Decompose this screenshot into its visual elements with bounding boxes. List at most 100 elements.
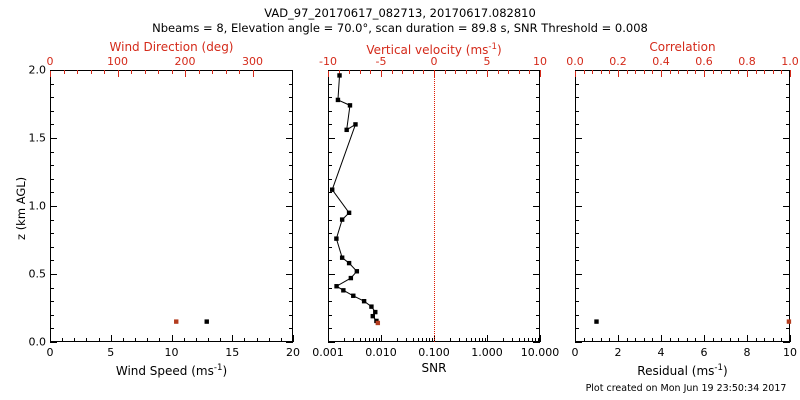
ytick-minor (328, 274, 332, 275)
plot-frame-3 (575, 70, 790, 342)
xtick-minor-top (661, 70, 662, 74)
xtick-label-bottom: 10.000 (520, 346, 560, 359)
xtick-minor-top (185, 70, 186, 74)
xtick-minor-top (349, 70, 351, 74)
ytick-label: 1.0 (28, 199, 47, 213)
xtick-minor-bottom (98, 338, 100, 342)
xtick-minor-top (712, 70, 714, 74)
ytick-minor (289, 314, 293, 316)
ytick-minor (50, 83, 54, 85)
ytick-minor (536, 219, 540, 221)
xtick-minor-top (721, 70, 723, 74)
xtick-minor-bottom (375, 338, 377, 342)
xtick-minor-top (171, 70, 173, 74)
xtick-label-top: 200 (174, 55, 196, 68)
ytick-minor (786, 110, 790, 112)
xtick-label-bottom: 6 (700, 346, 708, 359)
ytick-minor (786, 70, 790, 71)
xtick-minor-top (117, 70, 119, 74)
ytick-minor (575, 110, 579, 112)
xtick-minor-bottom (635, 338, 637, 342)
xtick-minor-bottom (122, 338, 124, 342)
xtick-label-top: 100 (107, 55, 128, 68)
ytick-minor (328, 246, 332, 248)
ytick-minor (328, 206, 332, 207)
xtick-label-bottom: 4 (657, 346, 665, 359)
xtick-minor-bottom (502, 338, 504, 342)
xtick-bottom (487, 335, 488, 342)
xtick-minor-top (144, 70, 146, 74)
ytick-minor (289, 110, 293, 112)
ytick-minor (786, 301, 790, 303)
xtick-minor-top (239, 70, 240, 74)
ytick-minor (50, 314, 54, 316)
ytick-minor (50, 206, 54, 207)
xtick-minor-top (391, 70, 393, 74)
xtick-minor-bottom (232, 338, 234, 342)
xtick-minor-bottom (50, 338, 51, 342)
ytick-minor (50, 124, 54, 126)
xtick-label-top: 0.6 (695, 55, 713, 68)
xtick-minor-bottom (618, 338, 619, 342)
xtick-minor-top (476, 70, 478, 74)
ytick-minor (289, 260, 293, 262)
xtick-label-top: 0.4 (652, 55, 670, 68)
ytick-minor (328, 192, 332, 194)
xtick-minor-bottom (418, 338, 420, 342)
xtick-minor-bottom (592, 338, 594, 342)
ytick-minor (328, 151, 332, 153)
ytick-minor (786, 233, 790, 235)
xtick-minor-top (402, 70, 404, 74)
ytick-minor (536, 206, 540, 207)
ytick-label: 1.5 (28, 131, 47, 145)
xtick-minor-bottom (528, 338, 530, 342)
zero-reference-line (434, 70, 435, 342)
ytick-minor (289, 287, 293, 289)
ytick-minor (536, 342, 540, 343)
ytick-minor (536, 110, 540, 112)
xtick-label-bottom: 15 (225, 346, 240, 359)
xtick-minor-top (540, 70, 541, 74)
ytick-minor (786, 97, 790, 99)
ytick-minor (328, 233, 332, 235)
xtick-label-bottom: 0 (571, 346, 579, 359)
ytick-minor (328, 328, 332, 330)
xtick-label-bottom: 10 (783, 346, 797, 359)
xaxis-title-top-1: Wind Direction (deg) (109, 40, 234, 54)
xtick-minor-bottom (244, 338, 246, 342)
xtick-minor-bottom (343, 338, 345, 342)
xtick-minor-top (747, 70, 748, 74)
xtick-minor-bottom (531, 338, 533, 342)
ytick-minor (575, 178, 579, 180)
ytick-minor (575, 206, 579, 207)
xaxis-title-top-3: Correlation (649, 40, 716, 54)
xtick-minor-top (686, 70, 688, 74)
xtick-minor-top (131, 70, 132, 74)
xtick-minor-bottom (755, 338, 757, 342)
ytick-minor (536, 274, 540, 275)
xtick-minor-top (252, 70, 254, 74)
ytick-minor (575, 97, 579, 99)
xtick-minor-bottom (183, 338, 185, 342)
xtick-minor-bottom (428, 338, 430, 342)
ytick-minor (536, 246, 540, 248)
xtick-minor-top (592, 70, 594, 74)
xtick-minor-bottom (195, 338, 197, 342)
ytick-minor (786, 206, 790, 207)
xtick-minor-bottom (481, 338, 483, 342)
xtick-minor-top (781, 70, 783, 74)
ytick-minor (289, 246, 293, 248)
xtick-label-top: 5 (483, 55, 491, 68)
xtick-label-bottom: 5 (107, 346, 115, 359)
ytick-minor (289, 192, 293, 194)
ytick-minor (50, 97, 54, 99)
ytick-minor (786, 165, 790, 167)
xtick-minor-bottom (678, 338, 680, 342)
xtick-minor-top (465, 70, 467, 74)
ytick-minor (289, 301, 293, 303)
ytick-minor (289, 274, 293, 275)
ytick-minor (50, 233, 54, 235)
ytick-minor (328, 70, 332, 71)
ytick-minor (50, 151, 54, 153)
ytick-minor (50, 342, 54, 343)
